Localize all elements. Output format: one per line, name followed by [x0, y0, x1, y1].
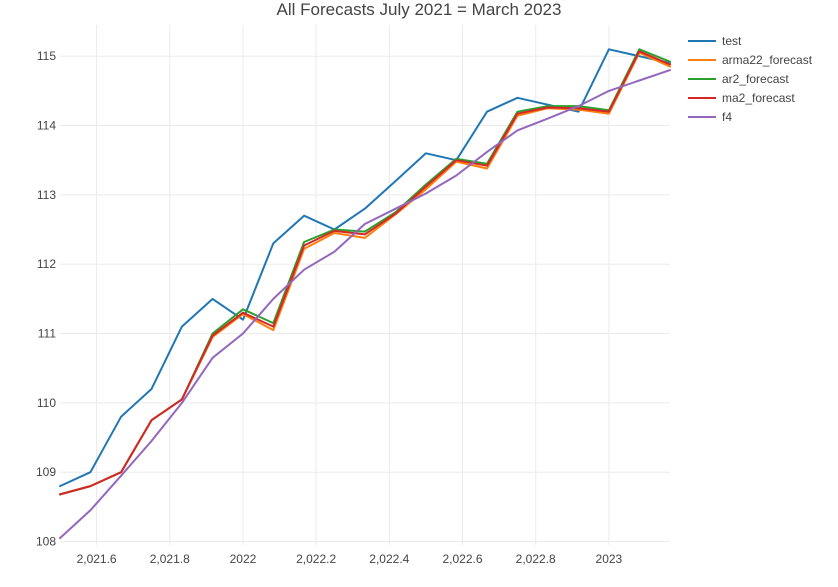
legend[interactable]: test arma22_forecast ar2_forecast ma2_forec… — [688, 34, 813, 124]
x-tick-label: 2,022.4 — [369, 552, 409, 566]
x-tick-label: 2023 — [596, 552, 623, 566]
legend-label: arma22_forecast — [722, 53, 813, 67]
y-tick-label: 115 — [37, 49, 56, 63]
x-tick-label: 2,022.6 — [442, 552, 482, 566]
y-tick-label: 109 — [36, 465, 56, 479]
x-tick-label: 2022 — [230, 552, 257, 566]
x-tick-label: 2,021.6 — [77, 552, 117, 566]
y-tick-label: 114 — [37, 119, 56, 133]
x-axis-ticks: 2,021.6 2,021.8 2022 2,022.2 2,022.4 2,022.6 2… — [77, 552, 623, 566]
y-tick-label: 108 — [36, 535, 56, 549]
y-tick-label: 110 — [37, 396, 56, 410]
series-line-ar2_forecast — [59, 48, 671, 496]
chart-title: All Forecasts July 2021 = March 2023 — [277, 0, 562, 19]
series-line-f4 — [59, 69, 671, 540]
grid — [60, 25, 670, 545]
legend-item-test[interactable]: test — [688, 34, 742, 48]
legend-label: f4 — [722, 110, 732, 124]
y-tick-label: 111 — [38, 327, 57, 341]
legend-item-ma2_forecast[interactable]: ma2_forecast — [688, 91, 795, 105]
plot-lines — [59, 48, 671, 540]
x-tick-label: 2,022.2 — [296, 552, 336, 566]
legend-label: ma2_forecast — [722, 91, 795, 105]
y-axis-ticks: 108 109 110 111 112 113 114 115 — [36, 49, 56, 548]
legend-label: ar2_forecast — [722, 72, 789, 86]
y-tick-label: 112 — [37, 257, 56, 271]
legend-item-f4[interactable]: f4 — [688, 110, 732, 124]
y-tick-label: 113 — [37, 188, 56, 202]
legend-item-ar2_forecast[interactable]: ar2_forecast — [688, 72, 789, 86]
x-tick-label: 2,021.8 — [150, 552, 190, 566]
legend-label: test — [722, 34, 742, 48]
legend-item-arma22_forecast[interactable]: arma22_forecast — [688, 53, 813, 67]
series-line-arma22_forecast — [59, 51, 671, 496]
x-tick-label: 2,022.8 — [516, 552, 556, 566]
series-line-ma2_forecast — [59, 50, 671, 496]
